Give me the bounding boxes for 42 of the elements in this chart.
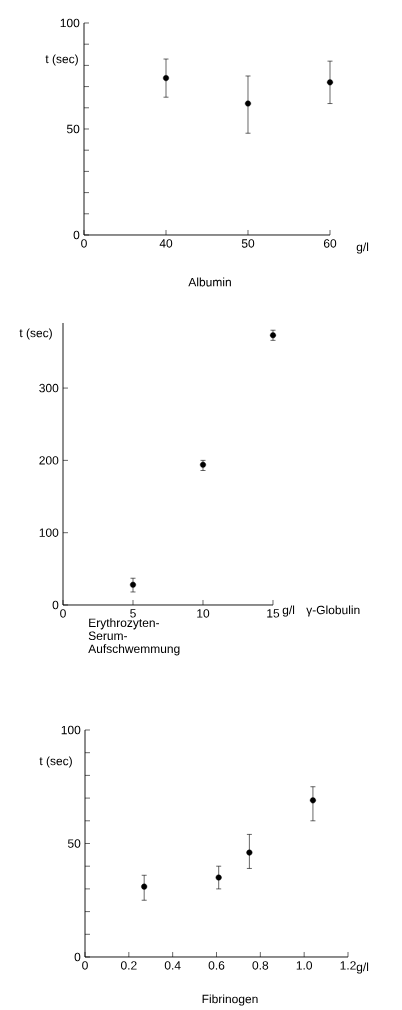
point (246, 849, 253, 856)
x-tick-label: 0 (81, 239, 87, 248)
y-tick-label: 50 (66, 124, 80, 134)
y-axis-title: t (sec) (19, 328, 52, 340)
y-tick-label: 0 (52, 600, 59, 610)
y-tick-label: 0 (73, 230, 80, 240)
x-tick-label: 0.8 (252, 961, 269, 970)
point (245, 100, 251, 107)
x-axis-title: γ-Globulin (306, 605, 360, 617)
text: g/l (356, 962, 369, 974)
x-tick-label: 0.6 (208, 961, 225, 970)
text: g/l (356, 242, 369, 254)
y-axis-title: t (sec) (39, 756, 72, 768)
x-tick-label: 0 (82, 961, 88, 970)
point (327, 79, 333, 86)
x-tick-label: 5 (130, 609, 136, 618)
y-tick-label: 100 (61, 725, 81, 735)
y-tick-label: 300 (39, 383, 59, 393)
y-axis-title: t (sec) (45, 54, 78, 66)
point (215, 874, 222, 881)
x-tick-label: 1.0 (296, 961, 313, 970)
text: g/l (282, 605, 295, 617)
point (141, 883, 148, 890)
x-tick-label: 10 (197, 609, 210, 618)
y-tick-label: 100 (60, 18, 80, 28)
x-tick-label: 60 (323, 239, 337, 248)
x-tick-label: 50 (241, 239, 255, 248)
y-tick-label: 200 (39, 456, 59, 465)
x-axis-title: Fibrinogen (202, 994, 258, 1006)
y-tick-label: 100 (39, 528, 59, 537)
y-tick-label: 50 (67, 839, 81, 848)
x-tick-label: 15 (267, 609, 280, 618)
point (163, 75, 169, 82)
text: Erythrozyten-Serum-Aufschwemmung (88, 618, 180, 656)
y-tick-label: 0 (74, 952, 81, 962)
point (309, 797, 316, 804)
point (130, 581, 136, 588)
x-tick-label: 0.2 (120, 961, 137, 970)
x-tick-label: 0.4 (164, 961, 181, 970)
x-tick-label: 1.2 (340, 961, 356, 970)
x-axis-title: Albumin (188, 277, 231, 287)
x-tick-label: 40 (159, 239, 173, 248)
